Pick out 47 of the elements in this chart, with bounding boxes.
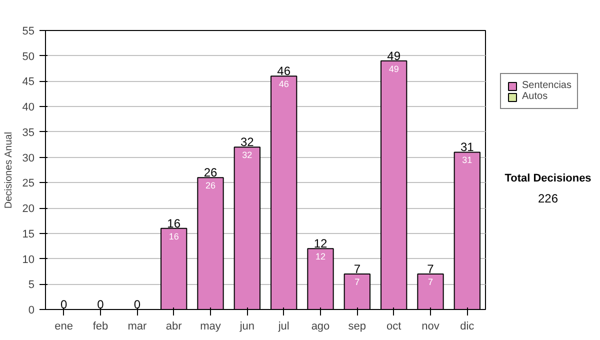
data-label: 26 (205, 180, 216, 191)
text: 226 (538, 191, 558, 206)
x-tick-label: abr (166, 320, 182, 332)
data-label: 32 (242, 150, 252, 160)
y-tick-label: 40 (22, 102, 35, 114)
x-tick-label: nov (422, 320, 440, 332)
total-label: 32 (240, 135, 254, 150)
y-tick-label: 15 (22, 228, 35, 240)
x-tick-label: sep (348, 320, 366, 332)
total-label: 46 (277, 64, 291, 78)
y-tick-label: 45 (22, 76, 35, 88)
y-tick-label: 30 (22, 152, 35, 164)
total-label: 16 (167, 216, 181, 230)
data-label: 46 (278, 79, 289, 90)
y-tick-label: 50 (22, 50, 35, 63)
y-tick-label: 55 (22, 26, 35, 38)
total-label: 49 (387, 48, 401, 63)
x-tick-label: feb (92, 320, 108, 332)
x-tick-label: dic (460, 320, 475, 332)
data-label: 49 (388, 64, 399, 74)
x-tick-label: oct (386, 320, 402, 332)
x-tick-label: jun (238, 320, 255, 332)
y-tick-label: 10 (22, 254, 35, 266)
legend-label: Autos (522, 91, 548, 102)
x-tick-label: may (200, 320, 222, 332)
y-tick-label: 25 (22, 178, 35, 190)
x-tick-label: mar (128, 320, 147, 332)
y-tick-label: 0 (28, 304, 35, 316)
total-label: 31 (460, 140, 474, 154)
total-label: 7 (427, 262, 434, 276)
total-label: 7 (354, 262, 361, 276)
data-label: 31 (462, 155, 472, 166)
data-label: 7 (428, 276, 434, 287)
data-label: 16 (168, 231, 179, 242)
data-label: 12 (315, 252, 326, 262)
y-tick-label: 5 (28, 279, 35, 292)
y-tick-label: 35 (22, 126, 35, 139)
x-tick-label: ene (54, 320, 74, 332)
y-axis-title: Decisiones Anual (3, 132, 14, 209)
y-tick-label: 20 (22, 203, 35, 216)
text: Total Decisiones (504, 172, 592, 184)
total-label: 26 (204, 166, 218, 180)
data-label: 7 (354, 276, 360, 287)
x-tick-label: jul (277, 320, 290, 332)
x-tick-label: ago (311, 320, 330, 332)
total-label: 12 (314, 236, 328, 251)
legend-label: Sentencias (522, 80, 572, 91)
